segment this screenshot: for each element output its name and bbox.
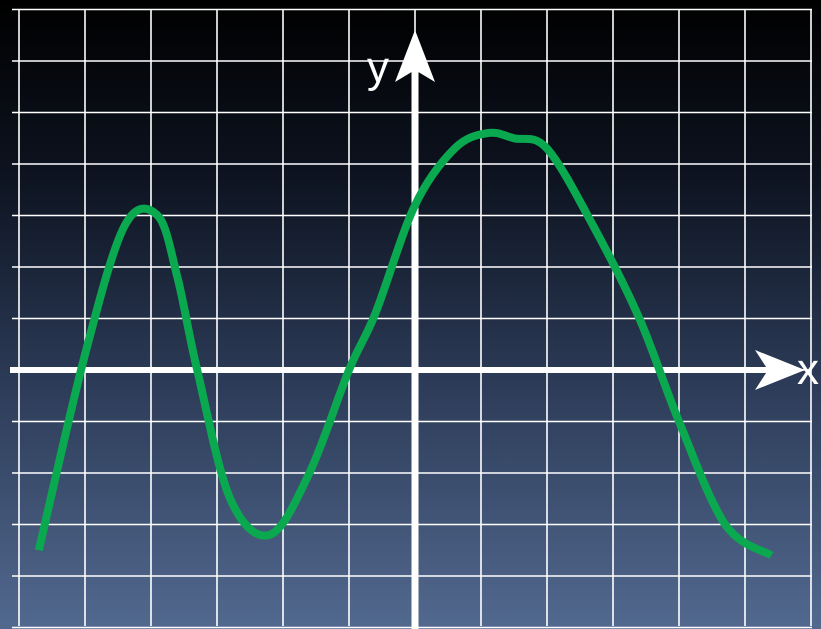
y-axis-label: y [367, 43, 389, 92]
x-axis-arrowhead [755, 350, 805, 390]
series-layer [34, 128, 774, 559]
x-axis-label: x [797, 345, 819, 394]
axes [10, 30, 805, 629]
y-axis-arrowhead [395, 30, 435, 82]
series-line [34, 128, 774, 559]
